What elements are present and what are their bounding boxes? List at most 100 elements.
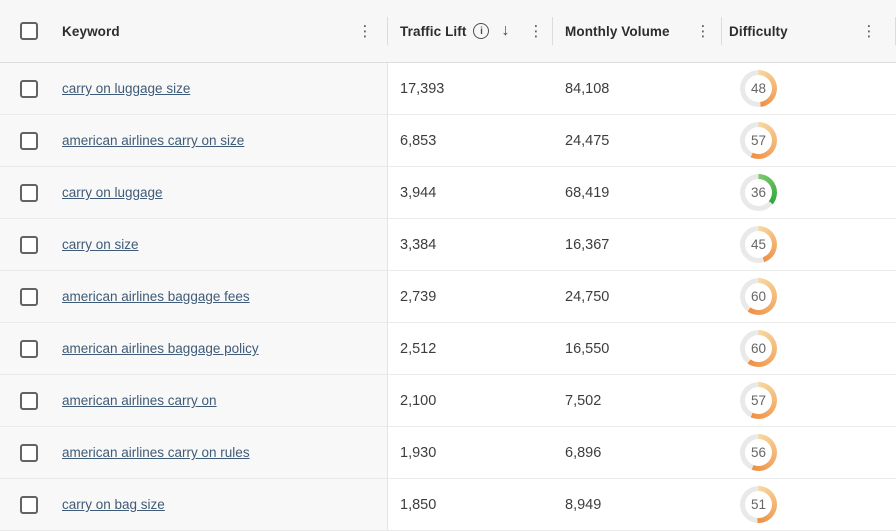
keyword-link[interactable]: carry on size <box>62 237 139 252</box>
difficulty-score: 60 <box>745 283 772 310</box>
table-row: carry on size 3,384 16,367 45 <box>0 219 896 271</box>
column-header-monthly-volume[interactable]: Monthly Volume ⋮ <box>553 0 722 62</box>
difficulty-donut: 60 <box>740 330 777 367</box>
monthly-volume-cell: 24,750 <box>553 271 722 322</box>
row-checkbox[interactable] <box>20 79 38 98</box>
difficulty-cell: 60 <box>722 323 896 374</box>
difficulty-donut: 51 <box>740 486 777 523</box>
monthly-volume-value: 84,108 <box>565 80 610 97</box>
row-checkbox-cell <box>0 427 56 478</box>
traffic-lift-value: 2,512 <box>400 340 437 357</box>
difficulty-cell: 51 <box>722 479 896 530</box>
difficulty-donut: 45 <box>740 226 777 263</box>
keyword-link[interactable]: american airlines baggage policy <box>62 341 259 356</box>
row-checkbox[interactable] <box>20 339 38 358</box>
keyword-link[interactable]: carry on luggage <box>62 185 163 200</box>
monthly-volume-value: 16,550 <box>565 340 610 357</box>
difficulty-donut: 48 <box>740 70 777 107</box>
keyword-cell: american airlines baggage policy <box>56 323 388 374</box>
column-divider <box>387 17 388 45</box>
monthly-volume-value: 6,896 <box>565 444 602 461</box>
difficulty-cell: 57 <box>722 375 896 426</box>
difficulty-score: 60 <box>745 335 772 362</box>
keyword-link[interactable]: american airlines carry on rules <box>62 445 250 460</box>
traffic-lift-cell: 1,930 <box>388 427 553 478</box>
row-checkbox-cell <box>0 323 56 374</box>
row-checkbox-cell <box>0 375 56 426</box>
column-divider <box>721 17 722 45</box>
difficulty-score: 51 <box>745 491 772 518</box>
table-row: carry on luggage 3,944 68,419 36 <box>0 167 896 219</box>
keyword-link[interactable]: carry on bag size <box>62 497 165 512</box>
difficulty-cell: 36 <box>722 167 896 218</box>
difficulty-cell: 48 <box>722 63 896 114</box>
difficulty-cell: 45 <box>722 219 896 270</box>
difficulty-score: 45 <box>745 231 772 258</box>
keyword-cell: american airlines carry on size <box>56 115 388 166</box>
column-header-traffic-lift[interactable]: Traffic Lift i ↓ ⋮ <box>388 0 553 62</box>
difficulty-donut: 56 <box>740 434 777 471</box>
monthly-volume-value: 16,367 <box>565 236 610 253</box>
column-header-keyword[interactable]: Keyword ⋮ <box>56 0 388 62</box>
keyword-column-label: Keyword <box>62 23 120 39</box>
difficulty-score: 57 <box>745 127 772 154</box>
column-divider <box>552 17 553 45</box>
info-icon[interactable]: i <box>473 23 490 39</box>
select-all-checkbox[interactable] <box>20 22 38 40</box>
difficulty-score: 48 <box>745 75 772 102</box>
traffic-lift-cell: 6,853 <box>388 115 553 166</box>
traffic-lift-value: 1,930 <box>400 444 437 461</box>
difficulty-score: 57 <box>745 387 772 414</box>
monthly-volume-cell: 68,419 <box>553 167 722 218</box>
traffic-lift-value: 2,739 <box>400 288 437 305</box>
traffic-lift-cell: 17,393 <box>388 63 553 114</box>
difficulty-donut: 60 <box>740 278 777 315</box>
keyword-cell: american airlines carry on <box>56 375 388 426</box>
keyword-cell: carry on luggage size <box>56 63 388 114</box>
row-checkbox[interactable] <box>20 287 38 306</box>
keyword-link[interactable]: american airlines baggage fees <box>62 289 250 304</box>
table-row: american airlines baggage fees 2,739 24,… <box>0 271 896 323</box>
table-row: american airlines baggage policy 2,512 1… <box>0 323 896 375</box>
keyword-cell: carry on bag size <box>56 479 388 530</box>
row-checkbox[interactable] <box>20 235 38 254</box>
table-row: american airlines carry on size 6,853 24… <box>0 115 896 167</box>
keyword-cell: carry on size <box>56 219 388 270</box>
keyword-column-menu-icon[interactable]: ⋮ <box>357 22 373 40</box>
keyword-cell: american airlines baggage fees <box>56 271 388 322</box>
difficulty-donut: 57 <box>740 122 777 159</box>
column-header-difficulty[interactable]: Difficulty ⋮ <box>722 0 896 62</box>
keyword-cell: american airlines carry on rules <box>56 427 388 478</box>
monthly-volume-value: 68,419 <box>565 184 610 201</box>
difficulty-cell: 60 <box>722 271 896 322</box>
table-header-row: Keyword ⋮ Traffic Lift i ↓ ⋮ Monthly Vol… <box>0 0 896 63</box>
keyword-link[interactable]: carry on luggage size <box>62 81 191 96</box>
row-checkbox-cell <box>0 63 56 114</box>
difficulty-cell: 57 <box>722 115 896 166</box>
row-checkbox[interactable] <box>20 391 38 410</box>
traffic-lift-cell: 2,100 <box>388 375 553 426</box>
monthly-volume-cell: 8,949 <box>553 479 722 530</box>
monthly-volume-value: 24,750 <box>565 288 610 305</box>
row-checkbox-cell <box>0 479 56 530</box>
row-checkbox[interactable] <box>20 443 38 462</box>
traffic-lift-cell: 2,739 <box>388 271 553 322</box>
difficulty-column-menu-icon[interactable]: ⋮ <box>861 22 877 40</box>
difficulty-donut: 57 <box>740 382 777 419</box>
monthly-volume-cell: 6,896 <box>553 427 722 478</box>
keyword-link[interactable]: american airlines carry on <box>62 393 217 408</box>
table-row: american airlines carry on 2,100 7,502 5… <box>0 375 896 427</box>
sort-desc-icon[interactable]: ↓ <box>501 22 510 39</box>
traffic-lift-column-menu-icon[interactable]: ⋮ <box>528 22 544 40</box>
table-row: carry on bag size 1,850 8,949 51 <box>0 479 896 531</box>
row-checkbox[interactable] <box>20 183 38 202</box>
traffic-lift-value: 2,100 <box>400 392 437 409</box>
row-checkbox-cell <box>0 271 56 322</box>
row-checkbox[interactable] <box>20 131 38 150</box>
row-checkbox[interactable] <box>20 495 38 514</box>
monthly-volume-column-menu-icon[interactable]: ⋮ <box>695 22 711 40</box>
monthly-volume-cell: 84,108 <box>553 63 722 114</box>
keyword-link[interactable]: american airlines carry on size <box>62 133 245 148</box>
traffic-lift-cell: 1,850 <box>388 479 553 530</box>
monthly-volume-cell: 16,367 <box>553 219 722 270</box>
